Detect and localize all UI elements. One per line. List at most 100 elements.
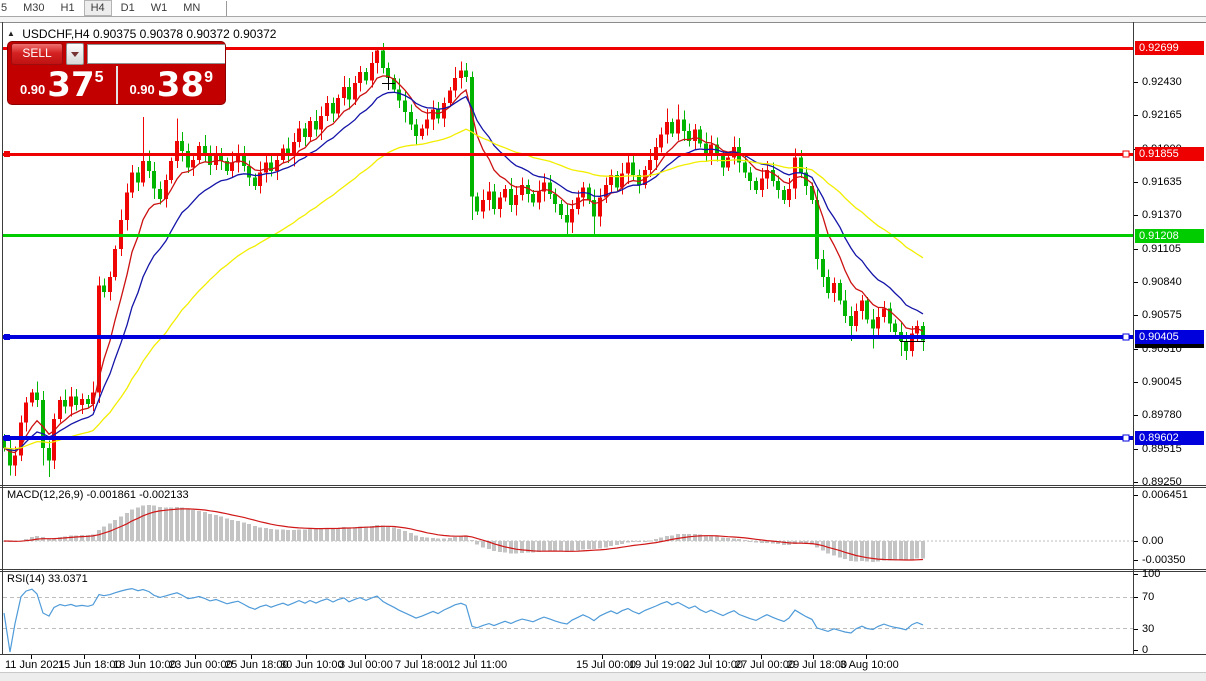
rsi-scale[interactable]: 100 70 30 0 <box>1134 568 1206 656</box>
lot-decrease-button[interactable] <box>66 43 84 65</box>
price-divider <box>115 66 118 104</box>
time-label: 19 Jul 19:00 <box>629 659 689 671</box>
window-edge <box>0 16 1206 23</box>
price-tick <box>1134 415 1138 416</box>
price-tick <box>1134 482 1138 483</box>
chart-ohlc-quotes: 0.90375 0.90378 0.90372 0.90372 <box>92 27 277 41</box>
chart-title: ▲ USDCHF,H4 0.90375 0.90378 0.90372 0.90… <box>7 27 276 41</box>
rsi-tick-label: 70 <box>1142 591 1155 603</box>
rsi-tick <box>1134 629 1138 630</box>
price-badge-0.90405: 0.90405 <box>1135 330 1204 344</box>
tf-button-MN[interactable]: MN <box>183 2 201 14</box>
macd-tick-label: 0.006451 <box>1142 489 1188 501</box>
macd-label: MACD(12,26,9) -0.001861 -0.002133 <box>7 489 189 501</box>
tf-button-H1[interactable]: H1 <box>60 2 75 14</box>
candles <box>3 43 925 477</box>
price-tick <box>1134 282 1138 283</box>
price-tick-label: 0.90575 <box>1142 309 1182 321</box>
tf-button-D1[interactable]: D1 <box>120 2 135 14</box>
time-label: 3 Jul 00:00 <box>339 659 393 671</box>
time-tick <box>365 655 366 659</box>
price-scale[interactable]: 0.924300.921650.919000.916350.913700.911… <box>1134 22 1206 488</box>
hline-handle-left[interactable] <box>4 334 10 340</box>
hline-0.89602[interactable] <box>3 436 1133 440</box>
one-click-trading-panel: SELL BUY 0.90 37 5 0.90 38 9 <box>8 42 225 104</box>
arrow-down-icon <box>71 51 79 57</box>
time-label: 12 Jul 11:00 <box>448 659 508 671</box>
price-tick <box>1134 449 1138 450</box>
sell-price-display[interactable]: 0.90 37 5 <box>8 66 116 104</box>
rsi-tick <box>1134 574 1138 575</box>
rsi-tick-label: 30 <box>1142 623 1155 635</box>
price-tick <box>1134 82 1138 83</box>
one-click-panel-toggle-icon[interactable]: ▲ <box>7 29 15 38</box>
buy-price-pip: 9 <box>204 69 214 86</box>
lot-size-input[interactable] <box>87 44 225 64</box>
time-label: 22 Jul 10:00 <box>683 659 743 671</box>
hline-0.91855[interactable] <box>3 153 1133 156</box>
main-chart-canvas[interactable] <box>3 22 1133 485</box>
buy-price-display[interactable]: 0.90 38 9 <box>117 66 225 104</box>
macd-panel-canvas[interactable] <box>3 488 1133 569</box>
time-label: 23 Jun 00:00 <box>169 659 233 671</box>
hline-handle-right[interactable] <box>1122 434 1130 442</box>
price-badge-0.92699: 0.92699 <box>1135 41 1204 55</box>
hline-0.92699[interactable] <box>3 47 1133 50</box>
tf-button-W1[interactable]: W1 <box>150 2 168 14</box>
macd-tick-label: -0.00350 <box>1142 554 1186 566</box>
price-tick-label: 0.91635 <box>1142 176 1182 188</box>
price-tick-label: 0.91105 <box>1142 243 1181 255</box>
time-tick <box>709 655 710 659</box>
macd-top-border <box>0 487 1206 488</box>
hline-handle-left[interactable] <box>4 151 10 157</box>
macd-scale[interactable]: 0.006451 0.00 -0.00350 <box>1134 487 1206 570</box>
tf-button-5[interactable]: 5 <box>1 2 8 14</box>
hline-0.91208[interactable] <box>3 234 1133 237</box>
macd-tick-label: 0.00 <box>1142 535 1164 547</box>
time-tick <box>31 655 32 659</box>
tf-button-H4[interactable]: H4 <box>83 0 112 16</box>
timeframe-toolbar[interactable]: 5 M30 H1 H4 D1 W1 MN <box>0 0 1206 16</box>
time-tick <box>421 655 422 659</box>
macd-tick <box>1134 541 1138 542</box>
rsi-top-border <box>0 571 1206 572</box>
price-tick <box>1134 382 1138 383</box>
macd-bottom-border <box>0 569 1206 570</box>
time-tick <box>761 655 762 659</box>
chart-symbol-period: USDCHF,H4 <box>22 27 90 41</box>
hline-handle-right[interactable] <box>1122 333 1130 341</box>
price-tick <box>1134 182 1138 183</box>
tf-button-M30[interactable]: M30 <box>23 2 45 14</box>
time-label: 27 Jul 00:00 <box>735 659 795 671</box>
price-tick <box>1134 315 1138 316</box>
price-tick <box>1134 215 1138 216</box>
macd-tick <box>1134 495 1138 496</box>
cross-marker <box>388 77 389 90</box>
rsi-panel-canvas[interactable] <box>3 572 1133 654</box>
sell-price-prefix: 0.90 <box>19 81 46 97</box>
rsi-tick <box>1134 650 1138 651</box>
time-label: 25 Jun 18:00 <box>225 659 289 671</box>
hline-0.90405[interactable] <box>3 335 1133 339</box>
price-scale-separator <box>1133 22 1134 655</box>
current-price-marker <box>900 341 925 342</box>
hline-handle-left[interactable] <box>4 435 10 441</box>
time-label: 29 Jul 18:00 <box>787 659 847 671</box>
time-tick <box>866 655 867 659</box>
time-axis[interactable]: 11 Jun 2021 15 Jun 18:00 18 Jun 10:00 23 Ju… <box>0 655 1206 672</box>
toolbar-separator <box>226 0 228 16</box>
time-tick <box>139 655 140 659</box>
price-tick <box>1134 249 1138 250</box>
hline-handle-right[interactable] <box>1122 150 1130 158</box>
price-tick-label: 0.92165 <box>1142 109 1182 121</box>
time-tick <box>602 655 603 659</box>
time-label: 7 Jul 18:00 <box>395 659 449 671</box>
time-label: 30 Jun 10:00 <box>280 659 344 671</box>
price-tick <box>1134 115 1138 116</box>
time-tick <box>306 655 307 659</box>
sell-button[interactable]: SELL <box>11 43 63 65</box>
price-tick-label: 0.90045 <box>1142 376 1182 388</box>
price-tick-label: 0.90840 <box>1142 276 1182 288</box>
time-tick <box>251 655 252 659</box>
